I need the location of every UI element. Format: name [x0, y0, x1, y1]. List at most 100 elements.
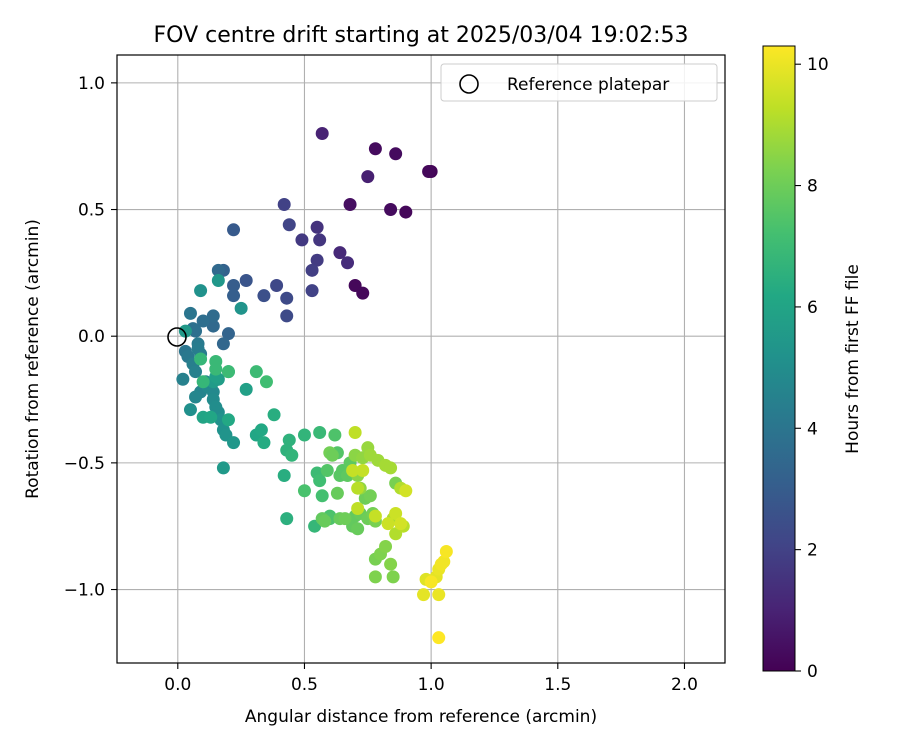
y-tick-label: 0.0 [78, 327, 105, 347]
data-point [399, 484, 413, 498]
data-point [394, 517, 408, 531]
data-point [305, 284, 319, 298]
data-point [368, 570, 382, 584]
colorbar-tick-label: 4 [807, 419, 818, 439]
data-point [356, 463, 370, 477]
data-point [280, 512, 294, 526]
data-point [277, 197, 291, 211]
data-point [343, 197, 357, 211]
x-tick-label: 0.0 [164, 675, 191, 695]
data-point [282, 218, 296, 232]
data-point [280, 309, 294, 323]
data-point [384, 461, 398, 475]
data-point [338, 512, 352, 526]
data-point [211, 263, 225, 277]
data-point [320, 463, 334, 477]
data-point [206, 319, 220, 333]
legend-marker-icon [459, 74, 479, 94]
data-point [257, 289, 271, 303]
data-point [318, 514, 332, 528]
data-point [432, 631, 446, 645]
data-point [189, 390, 203, 404]
data-point [417, 588, 431, 602]
data-point [361, 170, 375, 184]
data-point [285, 448, 299, 462]
data-point [239, 382, 253, 396]
x-tick-label: 1.0 [418, 675, 445, 695]
y-tick-label: −1.0 [64, 581, 105, 601]
data-point [399, 205, 413, 219]
x-tick-label: 1.5 [544, 675, 571, 695]
data-point [310, 253, 324, 267]
data-point [221, 413, 235, 427]
data-point [295, 233, 309, 247]
y-tick-label: 0.5 [78, 201, 105, 221]
data-point [204, 410, 218, 424]
colorbar-tick-label: 2 [807, 541, 818, 561]
data-point [305, 263, 319, 277]
data-point [227, 289, 241, 303]
data-point [341, 256, 355, 270]
data-point [356, 286, 370, 300]
data-point [227, 279, 241, 293]
data-point [315, 127, 329, 141]
data-point [277, 469, 291, 483]
data-point [189, 365, 203, 379]
x-axis-label: Angular distance from reference (arcmin) [245, 707, 597, 727]
y-axis-ticks: −1.0 −0.5 0.0 0.5 1.0 [64, 74, 117, 601]
data-point [432, 588, 446, 602]
data-point [351, 522, 365, 536]
data-point [325, 448, 339, 462]
y-tick-label: 1.0 [78, 74, 105, 94]
data-point [368, 142, 382, 156]
data-point [313, 233, 327, 247]
data-point [221, 365, 235, 379]
data-point [384, 203, 398, 217]
x-tick-label: 2.0 [671, 675, 698, 695]
data-point [239, 273, 253, 287]
data-point [194, 284, 208, 298]
colorbar: 0 2 4 6 8 10 Hours from first FF file [762, 45, 863, 682]
data-point [280, 291, 294, 305]
data-point [379, 539, 393, 553]
data-point [227, 436, 241, 450]
x-tick-label: 0.5 [291, 675, 318, 695]
data-point [183, 306, 197, 320]
data-point [310, 220, 324, 234]
data-point [386, 570, 400, 584]
colorbar-label: Hours from first FF file [843, 264, 863, 454]
data-point [351, 481, 365, 495]
data-point [439, 545, 453, 559]
data-point [330, 486, 344, 500]
data-point [348, 425, 362, 439]
data-point [257, 436, 271, 450]
data-point [254, 423, 268, 437]
data-point [297, 428, 311, 442]
data-point [259, 375, 273, 389]
legend-box [440, 63, 718, 102]
data-point [234, 301, 248, 315]
plot-frame [116, 54, 726, 664]
data-point [424, 575, 438, 589]
data-point [363, 489, 377, 503]
data-point [381, 517, 395, 531]
data-point [422, 165, 436, 179]
chart-title: FOV centre drift starting at 2025/03/04 … [154, 23, 689, 48]
data-point [389, 147, 403, 161]
data-points [176, 127, 453, 645]
data-point [196, 375, 210, 389]
legend: Reference platepar [440, 63, 718, 102]
colorbar-tick-label: 6 [807, 298, 818, 318]
data-point [216, 337, 230, 351]
data-point [196, 314, 210, 328]
colorbar-gradient [762, 45, 796, 672]
data-point [206, 309, 220, 323]
data-point [328, 428, 342, 442]
data-point [346, 463, 360, 477]
data-point [351, 501, 365, 515]
data-point [267, 408, 281, 422]
data-point [368, 509, 382, 523]
data-point [437, 555, 451, 569]
data-point [384, 557, 398, 571]
